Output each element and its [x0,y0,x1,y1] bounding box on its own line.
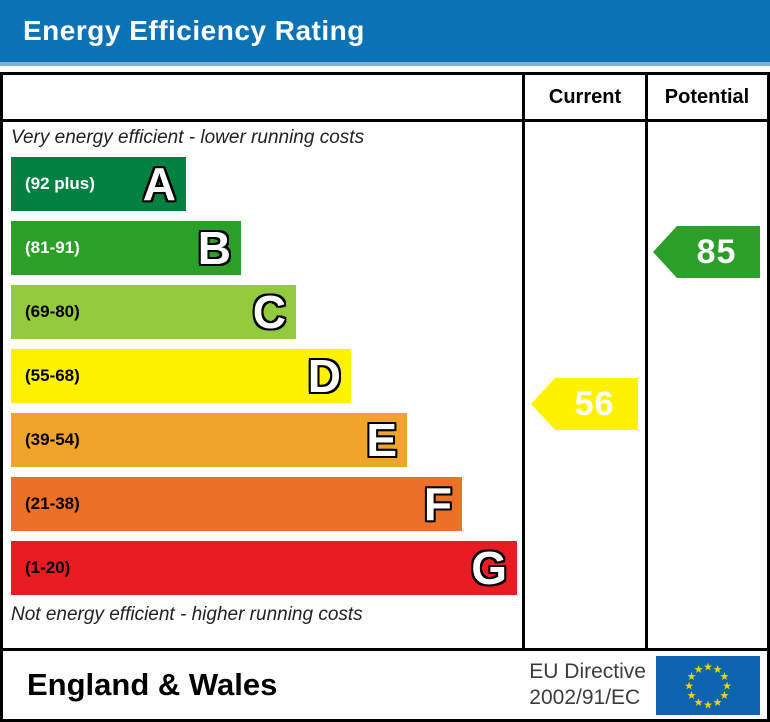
region-label: England & Wales [27,667,278,702]
band-range-label: (39-54) [25,430,80,449]
footer-right-group: EU Directive 2002/91/EC ★ ★ ★ ★ ★ ★ ★ ★ ★ ★ ★ ★ [529,655,767,715]
potential-rating-value: 85 [696,232,737,271]
current-rating-column: 56 [525,122,648,648]
table-footer-row: England & Wales EU Directive 2002/91/EC … [3,651,767,719]
svg-text:★: ★ [713,696,723,708]
current-column-label: Current [548,85,622,108]
rating-bands: (92 plus) A (81-91) B (69-80) C (55-68) … [11,157,522,595]
band-letter: B [197,222,231,274]
band-range-label: (81-91) [25,238,80,257]
eu-directive-label: EU Directive 2002/91/EC [529,659,646,711]
rating-band-row: (69-80) C [11,285,522,339]
rating-band-row: (55-68) D [11,349,522,403]
title-bar: Energy Efficiency Rating [0,0,770,62]
band-range-label: (21-38) [25,494,80,513]
svg-text:★: ★ [720,671,730,683]
rating-band-bar: (69-80) C [11,285,296,339]
svg-text:★: ★ [687,690,697,702]
band-range-label: (55-68) [25,366,80,385]
rating-chart-row: Very energy efficient - lower running co… [3,122,767,651]
band-range-label: (69-80) [25,302,80,321]
rating-band-row: (81-91) B [11,221,522,275]
band-letter: G [471,542,507,594]
rating-band-row: (39-54) E [11,413,522,467]
band-range-label: (1-20) [25,558,71,577]
eu-flag-icon: ★ ★★★★★★★★★★★ [656,655,760,715]
title-bar-accent-strip [0,62,770,66]
svg-text:★: ★ [703,661,713,673]
band-letter: A [142,158,176,210]
rating-band-row: (21-38) F [11,477,522,531]
bottom-caption: Not energy efficient - higher running co… [11,604,363,625]
top-caption: Very energy efficient - lower running co… [11,127,365,148]
rating-band-bar: (92 plus) A [11,157,186,211]
eu-directive-line1: EU Directive [529,660,646,683]
rating-band-bar: (1-20) G [11,541,517,595]
svg-text:★: ★ [694,696,704,708]
rating-table: Current Potential Very energy efficient … [0,72,770,722]
svg-text:★: ★ [694,664,704,676]
band-letter: E [366,414,397,466]
band-letter: C [252,286,286,338]
potential-column-label: Potential [664,85,750,108]
eu-directive-line2: 2002/91/EC [529,686,641,709]
rating-band-bar: (81-91) B [11,221,241,275]
svg-text:★: ★ [687,671,697,683]
current-rating-arrow: 56 [531,378,638,430]
potential-rating-arrow: 85 [653,226,760,278]
rating-band-row: (92 plus) A [11,157,522,211]
svg-text:★: ★ [720,690,730,702]
potential-rating-column: 85 [648,122,766,648]
rating-band-bar: (21-38) F [11,477,462,531]
band-range-label: (92 plus) [25,174,95,193]
svg-text:★: ★ [722,680,732,692]
table-header-row: Current Potential [3,75,767,122]
rating-band-bar: (39-54) E [11,413,407,467]
rating-band-row: (1-20) G [11,541,522,595]
svg-text:★: ★ [684,680,694,692]
band-letter: F [423,478,452,530]
band-letter: D [307,350,341,402]
header-cell-current: Current [525,75,648,119]
current-rating-value: 56 [574,384,615,423]
header-cell-empty [3,75,525,119]
page-title: Energy Efficiency Rating [23,15,365,46]
svg-text:★: ★ [703,699,713,711]
svg-text:★: ★ [713,664,723,676]
header-cell-potential: Potential [648,75,766,119]
rating-scale-column: Very energy efficient - lower running co… [3,122,525,648]
title-gap [0,66,770,72]
rating-band-bar: (55-68) D [11,349,351,403]
